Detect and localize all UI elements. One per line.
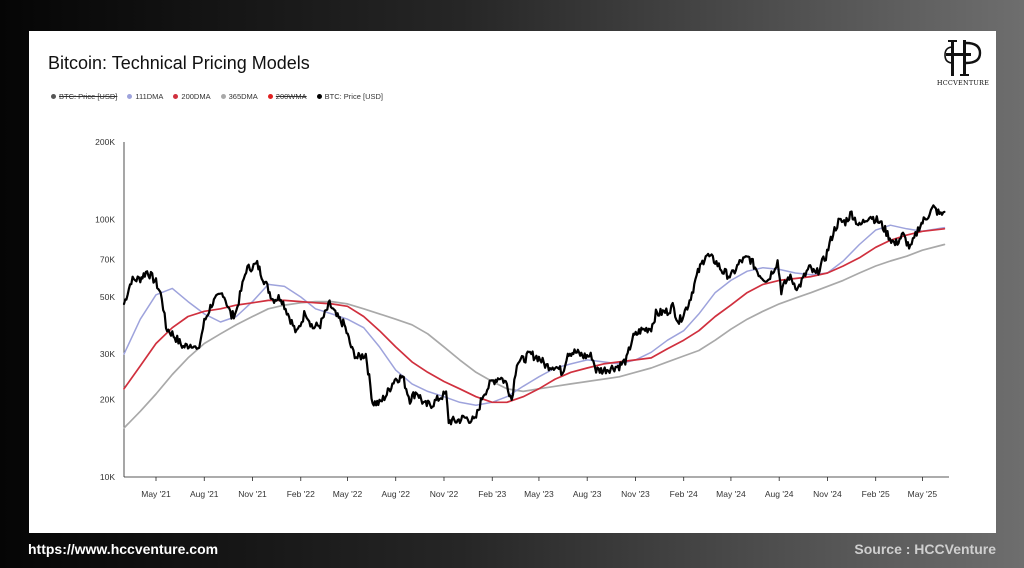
legend-dot <box>127 94 133 99</box>
x-tick-label: Aug '24 <box>765 489 794 499</box>
logo-wordmark: HCCVENTURE <box>936 79 990 87</box>
legend-dot <box>173 94 179 99</box>
footer-source: Source : HCCVenture <box>854 541 996 557</box>
legend-label: BTC: Price [USD] <box>324 92 383 101</box>
legend-label: BTC: Price [USD] <box>59 92 118 101</box>
legend-dot <box>51 94 56 99</box>
hccventure-logo: HCCVENTURE <box>936 37 990 87</box>
x-tick-label: Feb '23 <box>478 489 506 499</box>
x-tick-label: May '23 <box>524 489 554 499</box>
legend-item-200dma[interactable]: 200DMA <box>173 92 211 101</box>
legend-item-365dma[interactable]: 365DMA <box>220 92 258 101</box>
legend-item-btc-price-struck[interactable]: BTC: Price [USD] <box>51 92 117 101</box>
chart-legend: BTC: Price [USD] 111DMA 200DMA 365DMA 20… <box>51 92 383 101</box>
chart-card: 10K 20K 30K 50K 70K 100K 200K May '21 Aug '21 Nov… <box>29 31 996 533</box>
x-tick-label: Aug '21 <box>190 489 219 499</box>
y-tick-label: 70K <box>100 254 115 264</box>
x-tick-label: Nov '24 <box>813 489 842 499</box>
series-line-dma365 <box>123 243 946 429</box>
legend-dot <box>220 94 226 99</box>
footer-url[interactable]: https://www.hccventure.com <box>28 541 219 557</box>
legend-item-111dma[interactable]: 111DMA <box>127 92 163 101</box>
y-tick-label: 30K <box>100 349 115 359</box>
x-tick-label: Feb '22 <box>287 489 315 499</box>
y-tick-label: 10K <box>100 472 115 482</box>
legend-label: 200DMA <box>181 92 211 101</box>
x-tick-label: Feb '25 <box>862 489 890 499</box>
legend-label: 200WMA <box>275 92 307 101</box>
y-tick-label: 100K <box>95 215 115 225</box>
x-tick-label: May '24 <box>716 489 746 499</box>
chart-title: Bitcoin: Technical Pricing Models <box>48 53 310 73</box>
x-tick-label: May '21 <box>141 489 171 499</box>
y-tick-label: 20K <box>100 394 115 404</box>
series-line-btc <box>122 204 946 426</box>
x-tick-label: May '22 <box>333 489 363 499</box>
legend-dot <box>316 94 322 99</box>
chart-canvas: 10K 20K 30K 50K 70K 100K 200K May '21 Aug '21 Nov… <box>95 137 949 499</box>
x-tick-label: Nov '21 <box>238 489 267 499</box>
y-tick-label: 50K <box>100 292 115 302</box>
series-line-dma111 <box>123 224 946 406</box>
x-tick-label: Aug '22 <box>381 489 410 499</box>
x-tick-label: Aug '23 <box>573 489 602 499</box>
series-line-dma200 <box>123 227 946 404</box>
legend-label: 365DMA <box>228 92 258 101</box>
x-tick-label: Nov '22 <box>430 489 459 499</box>
x-tick-label: Feb '24 <box>670 489 698 499</box>
legend-dot <box>267 94 273 99</box>
legend-item-btc-price[interactable]: BTC: Price [USD] <box>316 92 383 101</box>
x-tick-label: Nov '23 <box>621 489 650 499</box>
legend-item-200wma-struck[interactable]: 200WMA <box>267 92 307 101</box>
legend-label: 111DMA <box>135 92 164 101</box>
x-tick-label: May '25 <box>908 489 938 499</box>
y-tick-label: 200K <box>95 137 115 147</box>
hccventure-logo-icon <box>944 40 982 76</box>
